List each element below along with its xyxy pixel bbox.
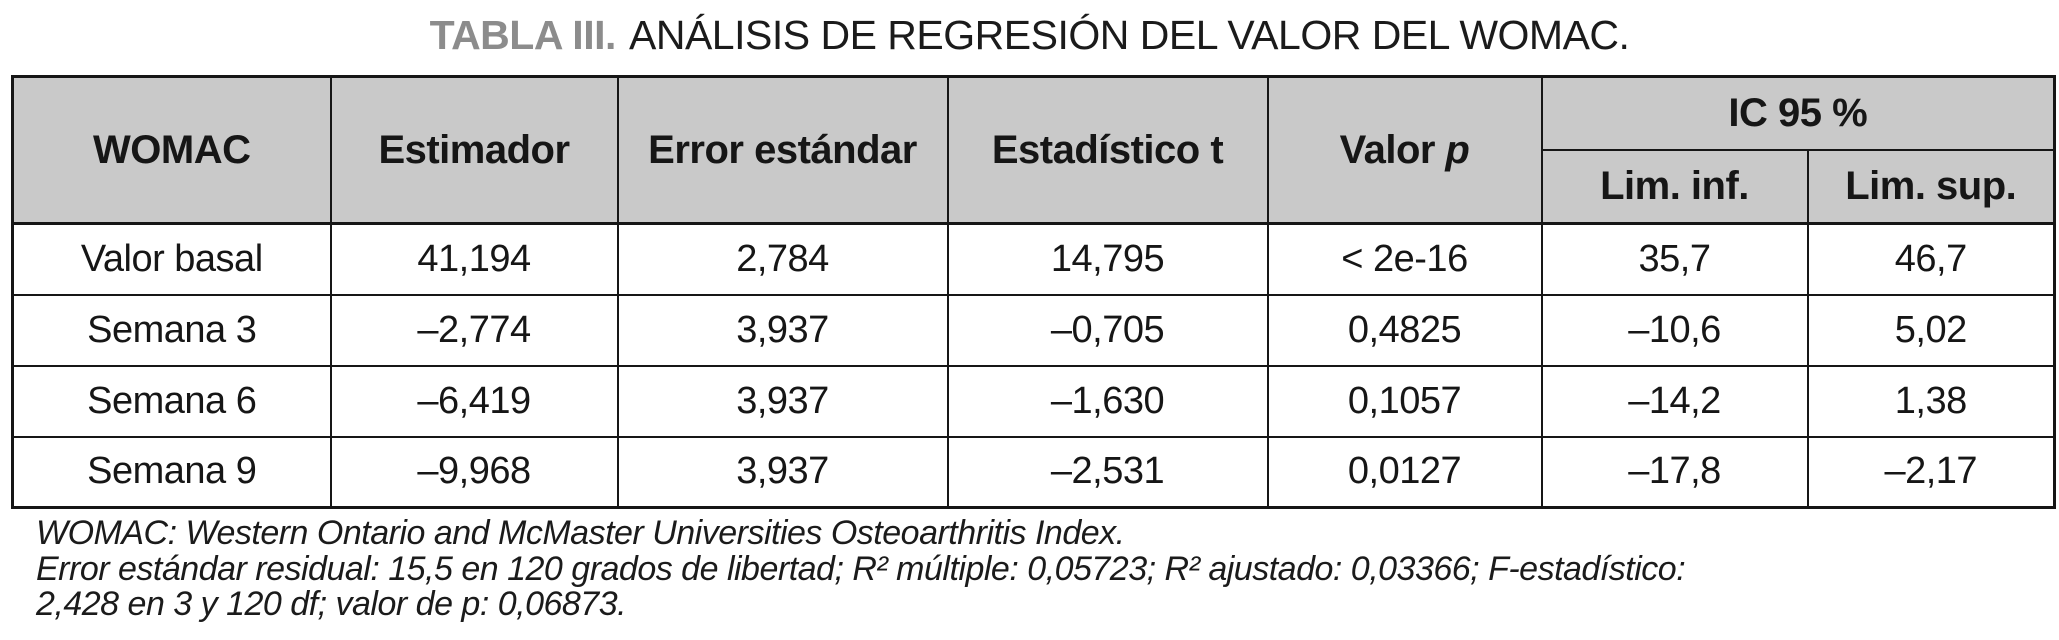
cell-valor-p: 0,4825 xyxy=(1266,293,1543,367)
table-body: Valor basal 41,194 2,784 14,795 < 2e-16 … xyxy=(11,222,2056,509)
row-label: Semana 6 xyxy=(11,364,332,438)
col-header-valor-p: Valor p xyxy=(1266,75,1543,225)
footnote-line: Error estándar residual: 15,5 en 120 gra… xyxy=(36,549,1686,588)
cell-error-estandar: 3,937 xyxy=(616,435,949,509)
cell-lim-sup: –2,17 xyxy=(1806,435,2056,509)
cell-lim-sup: 1,38 xyxy=(1806,364,2056,438)
cell-lim-inf: 35,7 xyxy=(1540,222,1809,296)
col-header-error-estandar: Error estándar xyxy=(616,75,949,225)
table-header: WOMAC Estimador Error estándar Estadísti… xyxy=(11,75,2056,225)
col-header-ic95: IC 95 % xyxy=(1540,75,2056,151)
cell-estimador: –9,968 xyxy=(329,435,619,509)
cell-lim-inf: –17,8 xyxy=(1540,435,1809,509)
cell-lim-inf: –14,2 xyxy=(1540,364,1809,438)
cell-lim-sup: 5,02 xyxy=(1806,293,2056,367)
cell-estadistico-t: –0,705 xyxy=(946,293,1269,367)
header-row-1: WOMAC Estimador Error estándar Estadísti… xyxy=(11,75,2056,225)
regression-table: WOMAC Estimador Error estándar Estadísti… xyxy=(11,75,2057,509)
cell-estimador: 41,194 xyxy=(329,222,619,296)
cell-valor-p: 0,0127 xyxy=(1266,435,1543,509)
footnote-line: WOMAC: Western Ontario and McMaster Univ… xyxy=(36,514,1125,552)
cell-estimador: –6,419 xyxy=(329,364,619,438)
cell-estimador: –2,774 xyxy=(329,293,619,367)
footnote-line: 2,428 en 3 y 120 df; valor de p: 0,06873… xyxy=(36,585,627,623)
valor-p-prefix: Valor xyxy=(1339,127,1436,172)
table-row: Valor basal 41,194 2,784 14,795 < 2e-16 … xyxy=(11,222,2056,296)
table-title-text: ANÁLISIS DE REGRESIÓN DEL VALOR DEL WOMA… xyxy=(628,12,1630,58)
row-label: Semana 3 xyxy=(11,293,332,367)
row-label: Semana 9 xyxy=(11,435,332,509)
cell-lim-sup: 46,7 xyxy=(1806,222,2056,296)
col-header-estadistico-t: Estadístico t xyxy=(946,75,1269,225)
table-row: Semana 6 –6,419 3,937 –1,630 0,1057 –14,… xyxy=(11,364,2056,438)
cell-valor-p: < 2e-16 xyxy=(1266,222,1543,296)
table-row: Semana 9 –9,968 3,937 –2,531 0,0127 –17,… xyxy=(11,435,2056,509)
valor-p-italic: p xyxy=(1445,127,1470,172)
table-row: Semana 3 –2,774 3,937 –0,705 0,4825 –10,… xyxy=(11,293,2056,367)
header-row-2: Lim. inf. Lim. sup. xyxy=(13,148,2056,225)
table-title-label: TABLA III. xyxy=(429,12,617,58)
row-label: Valor basal xyxy=(11,222,332,296)
footnotes: WOMAC: Western Ontario and McMaster Univ… xyxy=(36,514,1686,623)
col-header-lim-sup: Lim. sup. xyxy=(1806,148,2056,225)
col-header-estimador: Estimador xyxy=(329,75,619,225)
cell-valor-p: 0,1057 xyxy=(1266,364,1543,438)
table-title: TABLA III. ANÁLISIS DE REGRESIÓN DEL VALO… xyxy=(0,12,2059,59)
cell-error-estandar: 3,937 xyxy=(616,364,949,438)
cell-estadistico-t: –2,531 xyxy=(946,435,1269,509)
cell-error-estandar: 3,937 xyxy=(616,293,949,367)
cell-lim-inf: –10,6 xyxy=(1540,293,1809,367)
cell-estadistico-t: 14,795 xyxy=(946,222,1269,296)
col-header-womac: WOMAC xyxy=(11,75,332,225)
cell-estadistico-t: –1,630 xyxy=(946,364,1269,438)
col-header-lim-inf: Lim. inf. xyxy=(1540,148,1809,225)
cell-error-estandar: 2,784 xyxy=(616,222,949,296)
